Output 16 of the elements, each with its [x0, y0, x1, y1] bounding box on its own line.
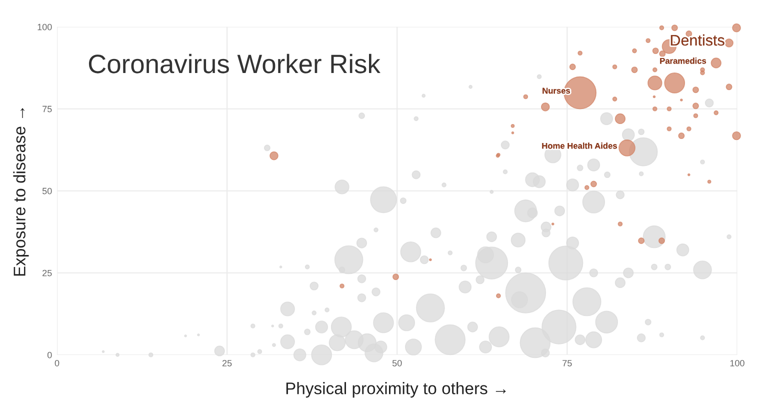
annotation: Home Health Aides	[542, 142, 617, 149]
x-axis-title: Physical proximity to others →	[286, 382, 506, 398]
y-tick-label: 75	[42, 106, 52, 112]
y-tick-label: 50	[42, 188, 52, 194]
x-tick-label: 50	[392, 360, 402, 366]
y-tick-label: 0	[47, 352, 52, 358]
annotation: Paramedics	[660, 58, 706, 64]
x-tick-label: 75	[562, 360, 572, 366]
y-tick-label: 25	[42, 270, 52, 276]
x-tick-label: 100	[730, 360, 744, 366]
y-tick-label: 100	[38, 24, 52, 30]
annotation: Dentists	[670, 34, 724, 46]
x-tick-label: 0	[54, 360, 60, 366]
text: Coronavirus Worker Risk	[88, 54, 380, 74]
x-tick-label: 25	[222, 360, 232, 366]
y-axis-title: Exposure to disease →	[13, 108, 29, 276]
